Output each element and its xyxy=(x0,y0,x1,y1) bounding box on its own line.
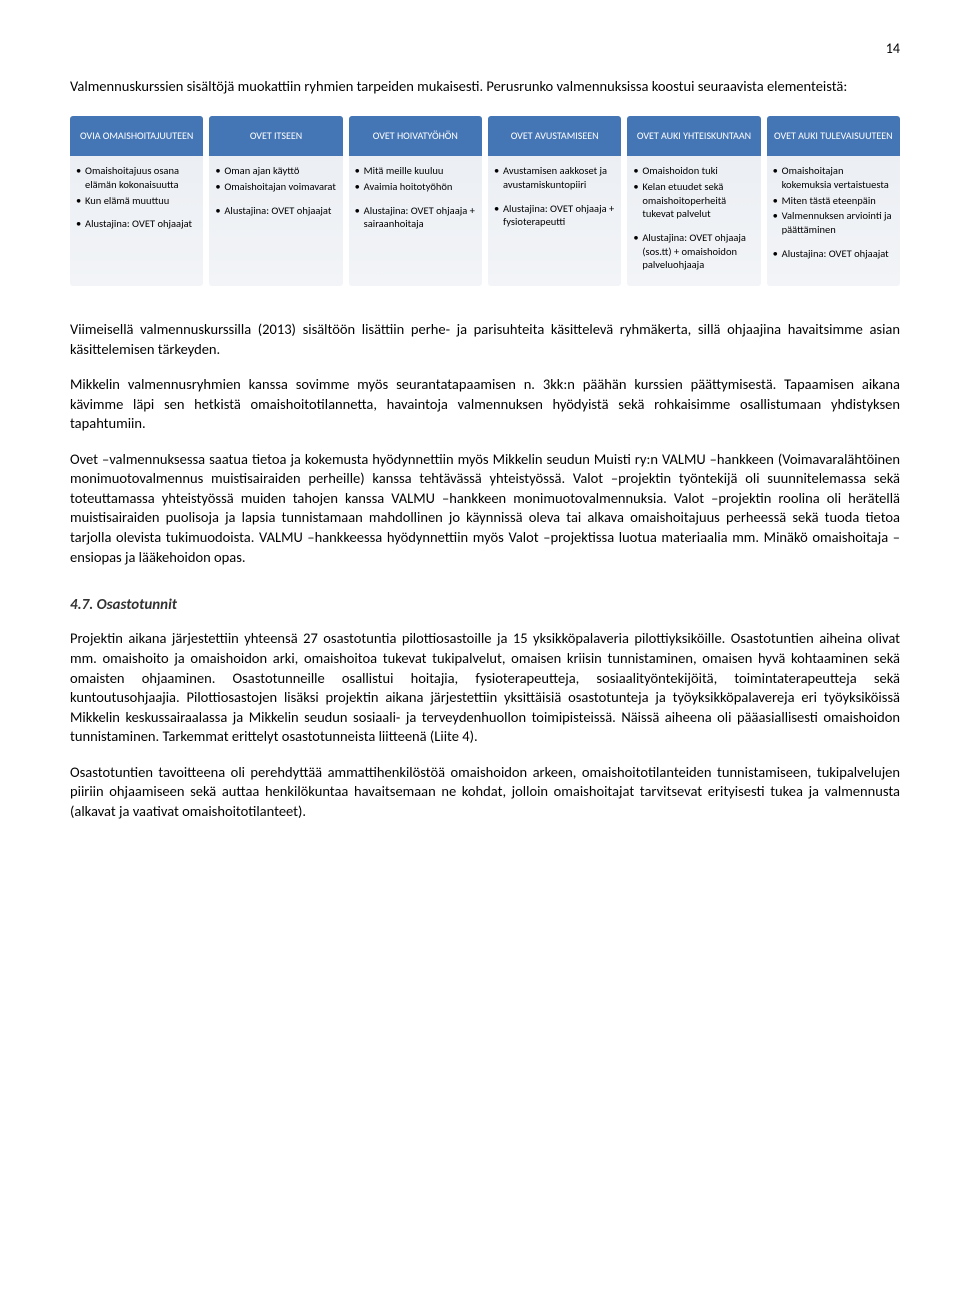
card-body: Omaishoitajan kokemuksia vertaistuesta M… xyxy=(767,156,900,274)
body-paragraph: Projektin aikana järjestettiin yhteensä … xyxy=(70,629,900,746)
card-item: Omaishoitajan voimavarat xyxy=(215,180,336,194)
intro-line: Valmennuskurssien sisältöjä muokattiin r… xyxy=(70,77,694,95)
section-heading: 4.7. Osastotunnit xyxy=(70,595,900,615)
card-body: Avustamisen aakkoset ja avustamiskuntopi… xyxy=(488,156,621,243)
card-item: Oman ajan käyttö xyxy=(215,164,336,178)
intro-line: seuraavista elementeistä: xyxy=(698,77,848,95)
body-paragraph: Ovet –valmennuksessa saatua tietoa ja ko… xyxy=(70,450,900,567)
card-title: OVET HOIVATYÖHÖN xyxy=(349,116,482,156)
card-item: Omaishoidon tuki xyxy=(633,164,754,178)
card-item: Miten tästä eteenpäin xyxy=(773,194,894,208)
card-item: Valmennuksen arviointi ja päättäminen xyxy=(773,209,894,236)
card-footer: Alustajina: OVET ohjaajat xyxy=(773,247,894,261)
card: OVET AVUSTAMISEEN Avustamisen aakkoset j… xyxy=(488,116,621,285)
card-body: Omaishoitajuus osana elämän kokonaisuutt… xyxy=(70,156,203,245)
card-body: Omaishoidon tuki Kelan etuudet sekä omai… xyxy=(627,156,760,285)
card: OVET HOIVATYÖHÖN Mitä meille kuuluu Avai… xyxy=(349,116,482,285)
page-number: 14 xyxy=(70,40,900,59)
card-footer: Alustajina: OVET ohjaaja + sairaanhoitaj… xyxy=(355,204,476,231)
card-item: Omaishoitajan kokemuksia vertaistuesta xyxy=(773,164,894,191)
intro-text: Valmennuskurssien sisältöjä muokattiin r… xyxy=(70,77,900,97)
body-paragraph: Osastotuntien tavoitteena oli perehdyttä… xyxy=(70,763,900,822)
card-item: Mitä meille kuuluu xyxy=(355,164,476,178)
card-footer: Alustajina: OVET ohjaajat xyxy=(215,204,336,218)
card-item: Avaimia hoitotyöhön xyxy=(355,180,476,194)
card-item: Avustamisen aakkoset ja avustamiskuntopi… xyxy=(494,164,615,191)
card-title: OVET AUKI TULEVAISUUTEEN xyxy=(767,116,900,156)
body-paragraph: Mikkelin valmennusryhmien kanssa sovimme… xyxy=(70,375,900,434)
card-title: OVET ITSEEN xyxy=(209,116,342,156)
card-title: OVET AVUSTAMISEEN xyxy=(488,116,621,156)
card-title: OVET AUKI YHTEISKUNTAAN xyxy=(627,116,760,156)
card-footer: Alustajina: OVET ohjaajat xyxy=(76,217,197,231)
body-paragraph: Viimeisellä valmennuskurssilla (2013) si… xyxy=(70,320,900,359)
card-item: Kun elämä muuttuu xyxy=(76,194,197,208)
card-item: Kelan etuudet sekä omaishoitoperheitä tu… xyxy=(633,180,754,221)
cards-row: OVIA OMAISHOITAJUUTEEN Omaishoitajuus os… xyxy=(70,116,900,285)
card: OVET ITSEEN Oman ajan käyttö Omaishoitaj… xyxy=(209,116,342,285)
card-body: Oman ajan käyttö Omaishoitajan voimavara… xyxy=(209,156,342,231)
card-item: Omaishoitajuus osana elämän kokonaisuutt… xyxy=(76,164,197,191)
card-footer: Alustajina: OVET ohjaaja (sos.tt) + omai… xyxy=(633,231,754,272)
card: OVET AUKI YHTEISKUNTAAN Omaishoidon tuki… xyxy=(627,116,760,285)
card: OVIA OMAISHOITAJUUTEEN Omaishoitajuus os… xyxy=(70,116,203,285)
card-footer: Alustajina: OVET ohjaaja + fysioterapeut… xyxy=(494,202,615,229)
card-title: OVIA OMAISHOITAJUUTEEN xyxy=(70,116,203,156)
card-body: Mitä meille kuuluu Avaimia hoitotyöhön A… xyxy=(349,156,482,245)
card: OVET AUKI TULEVAISUUTEEN Omaishoitajan k… xyxy=(767,116,900,285)
